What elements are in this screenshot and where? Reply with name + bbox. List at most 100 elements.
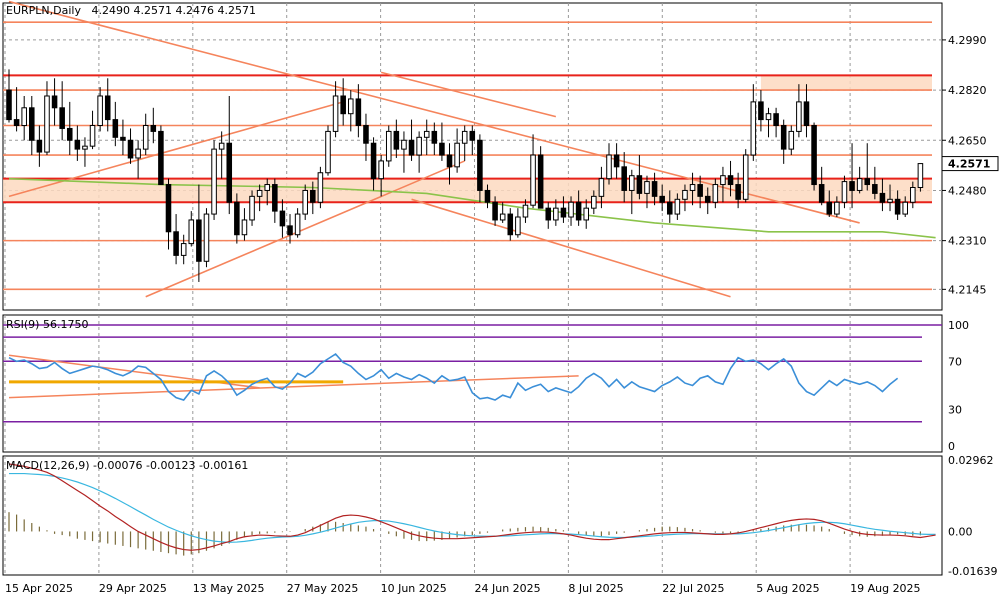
rsi-tick-label: 70 [948,355,962,368]
price-header: EURPLN,Daily 4.2490 4.2571 4.2476 4.2571 [6,4,256,17]
candle-body [735,184,741,200]
candle-body [651,181,658,197]
candle-body [142,125,149,150]
candle-body [636,175,643,194]
candle-body [689,184,696,191]
candle-body [29,107,35,141]
candle-body [796,101,802,132]
candle-body [750,101,757,156]
rsi-label: RSI(9) [6,318,40,331]
low-value: 4.2476 [175,4,214,17]
candle-body [89,125,96,147]
candle-body [583,207,590,221]
date-tick-label: 8 Jul 2025 [568,582,623,595]
candle-body [872,184,878,194]
candle-body [385,130,392,162]
date-tick-label: 19 Aug 2025 [850,582,920,595]
price-tick-label: 4.2650 [948,134,987,147]
candle-body [393,130,400,150]
candle-body [894,198,901,215]
candle-body [499,213,506,221]
candle-body [310,189,316,203]
candle-body [363,125,369,144]
macd-tick-label: 0.02962 [948,454,994,467]
candle-body [302,189,308,215]
candle-body [423,130,430,138]
candle-body [515,216,521,236]
rsi-header: RSI(9) 56.1750 [6,318,88,331]
candle-body [712,184,719,203]
candle-body [135,148,141,159]
candle-body [173,231,179,256]
candle-body [598,178,605,197]
close-value: 4.2571 [217,4,256,17]
candle-body [659,195,665,203]
candle-body [272,184,278,212]
candle-body [469,130,476,141]
candle-body [6,89,12,121]
candle-body [879,192,886,203]
candle-body [264,184,271,191]
current-price-label: 4.2571 [948,158,990,171]
candle-body [742,154,749,200]
macd-tick-label: 0.00 [948,525,973,538]
candle-body [849,181,855,191]
macd-signal-line [9,472,936,543]
candle-body [773,113,779,127]
price-pane-border [2,2,943,311]
date-tick-label: 15 Apr 2025 [5,582,73,595]
candle-body [780,125,787,150]
candle-body [484,189,491,203]
candle-body [613,154,620,168]
price-tick-label: 4.2990 [948,34,987,47]
candle-body [218,142,225,150]
candle-body [203,213,210,262]
candle-body [461,130,468,144]
macd-line [8,463,936,551]
candle-body [644,181,650,194]
candle-body [104,95,111,121]
candle-body [431,130,438,144]
candle-body [697,184,703,197]
candle-body [674,198,681,215]
candle-body [370,142,377,180]
candle-body [446,154,453,168]
candle-body [150,125,157,132]
candle-body [408,139,415,156]
candle-body [553,207,559,221]
date-tick-label: 24 Jun 2025 [475,582,541,595]
candle-body [158,130,164,186]
candle-body [44,95,50,153]
candle-body [454,142,460,168]
macd-values: -0.00076 -0.00123 -0.00161 [93,459,249,472]
candle-body [416,136,422,156]
date-tick-label: 5 Aug 2025 [756,582,819,595]
price-tick-label: 4.2310 [948,235,987,248]
candle-body [826,201,833,215]
rsi-trendline [8,375,579,399]
candle-body [704,195,711,203]
candle-body [439,142,445,156]
candle-body [887,198,893,203]
candle-body [127,139,134,159]
candle-body [347,98,354,115]
candle-body [910,186,916,203]
candle-body [36,139,43,153]
candle-body [294,213,301,236]
candle-body [856,178,863,191]
candle-body [765,113,772,121]
candle-body [249,195,255,221]
price-trendline [380,71,557,118]
open-value: 4.2490 [91,4,130,17]
candle-body [13,119,20,127]
price-tick-label: 4.2820 [948,84,987,97]
candle-body [317,172,324,203]
rsi-line [8,353,899,401]
candle-body [332,95,339,132]
date-tick-label: 29 Apr 2025 [99,582,167,595]
candle-body [287,225,293,236]
rsi-tick-label: 100 [948,319,969,332]
candle-body [682,189,688,200]
date-tick-label: 22 Jul 2025 [662,582,724,595]
